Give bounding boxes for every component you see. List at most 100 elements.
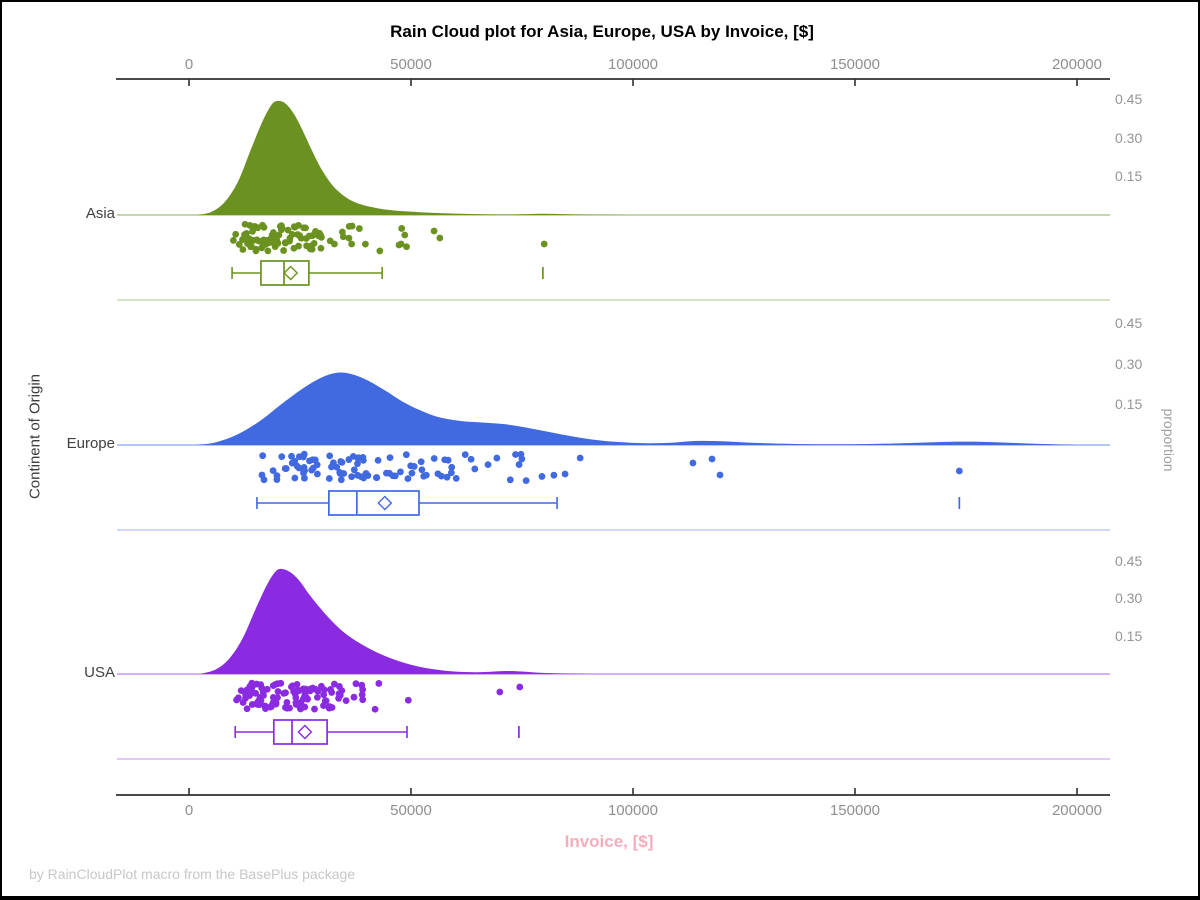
- scatter-point-europe: [300, 450, 308, 458]
- scatter-point-asia: [300, 224, 308, 232]
- prop-tick-label-europe: 0.45: [1115, 315, 1143, 332]
- scatter-point-europe: [354, 471, 362, 479]
- scatter-point-europe: [437, 472, 445, 480]
- scatter-point-europe: [512, 451, 519, 458]
- scatter-point-asia: [254, 224, 262, 232]
- prop-tick-label-usa: 0.15: [1115, 627, 1143, 644]
- scatter-point-europe: [955, 467, 963, 475]
- scatter-point-asia: [348, 240, 356, 248]
- scatter-point-europe: [448, 463, 456, 471]
- scatter-point-europe: [309, 456, 317, 464]
- scatter-point-europe: [258, 471, 266, 479]
- scatter-point-asia: [241, 231, 249, 239]
- density-usa: [200, 568, 589, 674]
- scatter-point-europe: [354, 454, 362, 462]
- scatter-point-europe: [350, 466, 358, 474]
- scatter-point-europe: [333, 463, 341, 471]
- scatter-point-europe: [288, 452, 295, 460]
- scatter-point-europe: [515, 461, 523, 468]
- scatter-point-europe: [522, 477, 530, 485]
- category-label-usa: USA: [84, 664, 115, 681]
- scatter-point-europe: [408, 469, 416, 477]
- mean-diamond-usa: [297, 724, 313, 740]
- attribution-footer: by RainCloudPlot macro from the BasePlus…: [29, 866, 356, 882]
- scatter-point-asia: [348, 222, 356, 230]
- scatter-point-europe: [269, 467, 277, 475]
- scatter-point-europe: [291, 474, 299, 482]
- scatter-point-europe: [461, 451, 469, 459]
- prop-tick-label-usa: 0.30: [1115, 590, 1143, 606]
- prop-tick-label-europe: 0.15: [1115, 395, 1143, 412]
- scatter-point-usa: [335, 683, 343, 690]
- scatter-point-usa: [293, 680, 301, 688]
- scatter-point-asia: [229, 237, 237, 244]
- scatter-point-europe: [282, 465, 290, 472]
- mean-diamond-europe: [377, 495, 393, 511]
- scatter-point-usa: [404, 696, 412, 704]
- scatter-point-usa: [325, 704, 333, 712]
- scatter-point-asia: [269, 229, 277, 236]
- scatter-point-usa: [306, 687, 314, 695]
- scatter-point-europe: [373, 474, 380, 482]
- scatter-point-usa: [359, 696, 367, 704]
- density-europe: [195, 372, 1082, 445]
- scatter-point-usa: [288, 683, 295, 691]
- scatter-point-europe: [325, 475, 333, 482]
- scatter-point-europe: [383, 469, 390, 477]
- scatter-point-europe: [410, 463, 418, 470]
- scatter-point-usa: [274, 688, 282, 695]
- scatter-point-usa: [262, 705, 269, 713]
- scatter-point-asia: [310, 239, 318, 247]
- scatter-point-europe: [422, 471, 430, 479]
- scatter-point-usa: [248, 701, 256, 708]
- scatter-point-europe: [443, 473, 451, 481]
- scatter-point-europe: [337, 458, 345, 465]
- scatter-point-usa: [350, 693, 358, 701]
- scatter-point-usa: [272, 680, 280, 688]
- scatter-point-asia: [260, 223, 268, 231]
- scatter-point-europe: [404, 475, 412, 483]
- scatter-point-europe: [348, 473, 356, 481]
- scatter-point-asia: [239, 246, 247, 253]
- scatter-point-europe: [337, 476, 345, 484]
- box-europe: [328, 490, 420, 516]
- scatter-point-asia: [277, 222, 285, 230]
- scatter-point-asia: [540, 240, 548, 248]
- scatter-point-europe: [538, 473, 546, 480]
- scatter-point-usa: [320, 702, 327, 710]
- scatter-point-asia: [247, 242, 255, 250]
- scatter-point-usa: [294, 687, 302, 694]
- scatter-point-asia: [232, 230, 240, 238]
- scatter-point-europe: [301, 467, 308, 475]
- scatter-point-europe: [288, 459, 296, 467]
- scatter-point-usa: [252, 689, 260, 697]
- scatter-point-asia: [259, 239, 266, 247]
- scatter-point-usa: [301, 703, 309, 711]
- scatter-point-europe: [417, 458, 425, 466]
- scatter-point-usa: [352, 680, 360, 688]
- scatter-point-usa: [327, 686, 334, 693]
- x-axis-title: Invoice, [$]: [564, 832, 654, 851]
- x-tick-label-bottom: 200000: [1051, 802, 1103, 819]
- scatter-point-asia: [284, 226, 292, 234]
- scatter-point-asia: [252, 247, 260, 255]
- scatter-point-usa: [311, 705, 318, 713]
- scatter-point-asia: [345, 234, 353, 242]
- scatter-point-usa: [516, 683, 524, 691]
- scatter-point-asia: [280, 247, 287, 254]
- scatter-point-europe: [336, 470, 344, 477]
- x-tick-label-top: 100000: [607, 56, 659, 73]
- scatter-point-europe: [561, 470, 569, 478]
- category-label-europe: Europe: [66, 435, 115, 452]
- scatter-point-usa: [282, 704, 289, 711]
- scatter-point-europe: [484, 461, 492, 468]
- scatter-point-asia: [306, 245, 314, 253]
- scatter-point-usa: [237, 687, 245, 695]
- scatter-point-asia: [436, 234, 444, 242]
- x-tick-label-bottom: 50000: [390, 802, 432, 819]
- x-tick-label-bottom: 0: [184, 802, 194, 819]
- scatter-point-europe: [362, 470, 370, 478]
- scatter-point-europe: [295, 464, 303, 472]
